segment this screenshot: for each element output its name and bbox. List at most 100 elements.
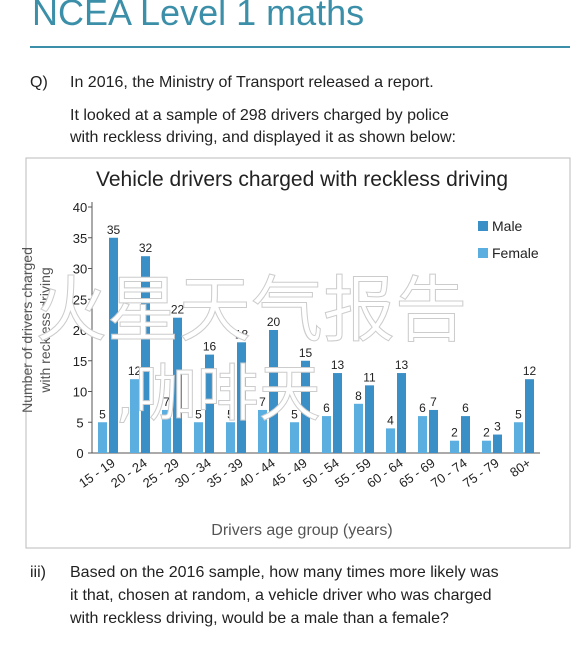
value-label: 6: [462, 401, 469, 415]
value-label: 16: [203, 340, 217, 354]
x-tick-label: 55 - 59: [332, 455, 374, 491]
bar: [290, 422, 299, 453]
value-label: 22: [171, 303, 185, 317]
bar: [109, 237, 118, 453]
x-tick-label: 70 - 74: [428, 455, 470, 491]
value-label: 6: [419, 401, 426, 415]
y-tick-label: 35: [73, 231, 87, 246]
title: NCEA Level 1 maths: [32, 0, 364, 33]
value-label: 2: [483, 426, 490, 440]
value-label: 7: [163, 395, 170, 409]
bar: [173, 317, 182, 453]
y-tick-label: 5: [76, 415, 83, 430]
value-label: 3: [494, 420, 501, 434]
bar: [237, 342, 246, 453]
x-tick-label: 45 - 49: [268, 455, 310, 491]
value-label: 12: [523, 364, 537, 378]
bar: [365, 385, 374, 453]
bar: [450, 440, 459, 453]
value-label: 18: [235, 327, 249, 341]
value-label: 5: [195, 407, 202, 421]
value-label: 6: [323, 401, 330, 415]
y-title: Number of drivers charged: [19, 247, 35, 413]
bar: [301, 360, 310, 453]
bar: [418, 416, 427, 453]
bar: [258, 409, 267, 453]
value-label: 5: [227, 407, 234, 421]
x-tick-label: 60 - 64: [364, 455, 406, 491]
value-label: 5: [99, 407, 106, 421]
bar: [205, 354, 214, 453]
value-label: 2: [451, 426, 458, 440]
value-label: 5: [515, 407, 522, 421]
overlay-text: ,咖啡天: [115, 357, 321, 430]
bar: [162, 409, 171, 453]
legend-swatch: [478, 248, 488, 258]
value-label: 7: [430, 395, 437, 409]
legend-label: Female: [492, 245, 539, 261]
question-line: with reckless driving, and displayed it …: [69, 129, 456, 146]
chart-box: [25, 157, 571, 549]
x-title: Drivers age group (years): [211, 522, 392, 539]
bar: [429, 409, 438, 453]
bar: [130, 379, 139, 453]
part-line: Based on the 2016 sample, how many times…: [70, 564, 499, 581]
x-tick-label: 80+: [507, 455, 534, 480]
bar: [98, 422, 107, 453]
y-title: with reckless driving: [37, 267, 53, 393]
bar: [333, 373, 342, 453]
part-line: it that, chosen at random, a vehicle dri…: [70, 587, 492, 604]
y-tick-label: 25: [73, 292, 87, 307]
bar: [493, 434, 502, 453]
y-tick-label: 40: [73, 200, 87, 215]
bar: [461, 416, 470, 453]
value-label: 4: [387, 413, 394, 427]
legend-label: Male: [492, 218, 523, 234]
bar: [194, 422, 203, 453]
value-label: 35: [107, 223, 121, 237]
legend-swatch: [478, 221, 488, 231]
x-tick-label: 25 - 29: [140, 455, 182, 491]
bar: [322, 416, 331, 453]
x-tick-label: 50 - 54: [300, 455, 342, 491]
bar: [482, 440, 491, 453]
chart-title: Vehicle drivers charged with reckless dr…: [96, 168, 508, 191]
value-label: 15: [299, 346, 313, 360]
q-label: Q): [30, 74, 48, 91]
bar: [514, 422, 523, 453]
bar: [269, 330, 278, 453]
y-tick-label: 15: [73, 354, 87, 369]
x-tick-label: 75 - 79: [460, 455, 502, 491]
value-label: 12: [128, 364, 142, 378]
bar: [141, 256, 150, 453]
value-label: 7: [259, 395, 266, 409]
question-line: It looked at a sample of 298 drivers cha…: [70, 107, 449, 124]
part-label: iii): [30, 564, 46, 581]
overlay-text: 火星天气报告: [35, 268, 467, 352]
value-label: 13: [331, 358, 345, 372]
y-tick-label: 30: [73, 262, 87, 277]
bar: [525, 379, 534, 453]
value-label: 32: [139, 241, 153, 255]
y-tick-label: 0: [76, 446, 83, 461]
value-label: 5: [291, 407, 298, 421]
value-label: 11: [363, 370, 376, 384]
bar: [386, 428, 395, 453]
question-line: In 2016, the Ministry of Transport relea…: [70, 74, 434, 91]
y-tick-label: 10: [73, 385, 87, 400]
value-label: 8: [355, 389, 362, 403]
x-tick-label: 35 - 39: [204, 455, 246, 491]
bar: [226, 422, 235, 453]
bar: [354, 403, 363, 453]
x-tick-label: 40 - 44: [236, 455, 278, 491]
part-line: with reckless driving, would be a male t…: [69, 610, 449, 627]
x-tick-label: 30 - 34: [172, 455, 214, 491]
bar: [397, 373, 406, 453]
x-tick-label: 20 - 24: [108, 455, 150, 491]
value-label: 13: [395, 358, 409, 372]
x-tick-label: 65 - 69: [396, 455, 438, 491]
value-label: 20: [267, 315, 281, 329]
y-tick-label: 20: [73, 323, 87, 338]
